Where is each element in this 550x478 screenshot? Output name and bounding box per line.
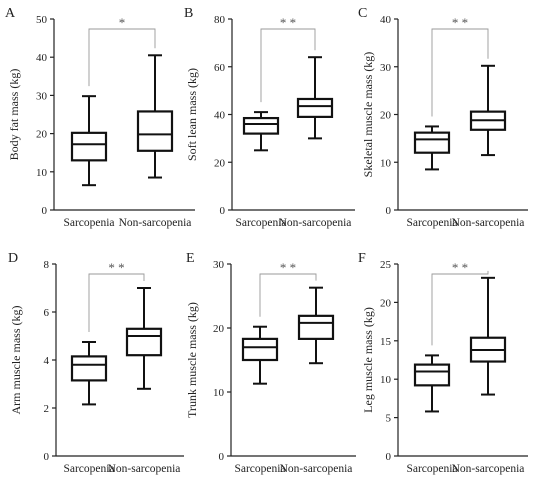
category-label: Non-sarcopenia	[452, 463, 525, 475]
y-tick-label: 0	[386, 205, 392, 217]
category-label: Sarcopenia	[406, 463, 457, 475]
box-sarcopenia	[413, 125, 451, 171]
y-tick-label: 20	[214, 157, 226, 169]
panel-e: E Trunk muscle mass (kg) 0 10 20 30 Sarcopenia…	[185, 251, 356, 475]
box-sarcopenia	[242, 111, 280, 152]
y-tick-label: 8	[44, 259, 50, 271]
y-tick-label: 0	[219, 451, 225, 463]
y-axis-label: Arm muscle mass (kg)	[9, 306, 23, 415]
box-sarcopenia	[70, 341, 108, 406]
y-tick-label: 30	[213, 259, 225, 271]
category-label: Sarcopenia	[406, 217, 457, 229]
y-tick-label: 6	[44, 307, 50, 319]
box-sarcopenia	[413, 354, 451, 413]
y-axis-label: Body fat mass (kg)	[7, 69, 21, 161]
panel-letter: E	[186, 251, 195, 266]
y-tick-label: 5	[386, 413, 392, 425]
panel-letter: D	[8, 251, 18, 266]
box-non-sarcopenia	[469, 276, 507, 396]
y-tick-label: 20	[380, 297, 392, 309]
significance-marker: * *	[108, 260, 124, 275]
y-tick-label: 40	[380, 14, 392, 26]
significance-bracket	[431, 28, 489, 117]
y-tick-label: 0	[386, 451, 392, 463]
panel-c: C Skeletal muscle mass (kg) 0 10 20 30 40 Sarco…	[358, 6, 528, 229]
y-tick-label: 40	[36, 52, 48, 64]
y-tick-label: 20	[380, 110, 392, 122]
y-tick-label: 20	[213, 323, 225, 335]
y-axis-label: Trunk muscle mass (kg)	[185, 302, 199, 418]
iqr-box	[296, 97, 334, 118]
significance-marker: * *	[452, 15, 468, 30]
y-tick-label: 10	[36, 167, 48, 179]
y-tick-label: 30	[380, 62, 392, 74]
iqr-box	[413, 363, 451, 387]
box-non-sarcopenia	[125, 287, 163, 390]
panel-a: A Body fat mass (kg) 0 10 20 30 40 50 Sarcopenia…	[5, 6, 195, 229]
significance-marker: * *	[280, 260, 296, 275]
iqr-box	[297, 314, 335, 340]
significance-marker: *	[119, 15, 126, 30]
y-tick-label: 0	[42, 205, 48, 217]
box-sarcopenia	[241, 325, 279, 385]
significance-bracket	[431, 270, 489, 346]
significance-bracket	[88, 273, 145, 332]
significance-marker: * *	[452, 260, 468, 275]
y-tick-label: 25	[380, 259, 392, 271]
y-tick-label: 20	[36, 129, 48, 141]
significance-bracket	[260, 28, 316, 103]
category-label: Sarcopenia	[234, 463, 285, 475]
y-axis-label: Soft lean mass (kg)	[185, 68, 199, 161]
panel-letter: F	[358, 251, 366, 266]
panel-b: B Soft lean mass (kg) 0 20 40 60 80 SarcopeniaN…	[184, 6, 355, 229]
y-tick-label: 10	[380, 374, 392, 386]
y-tick-label: 0	[44, 451, 50, 463]
iqr-box	[70, 131, 108, 162]
y-tick-label: 40	[214, 110, 226, 122]
panel-letter: B	[184, 6, 193, 21]
iqr-box	[241, 337, 279, 362]
panel-letter: A	[5, 6, 16, 21]
box-non-sarcopenia	[136, 54, 174, 179]
box-sarcopenia	[70, 95, 108, 187]
category-label: Non-sarcopenia	[119, 217, 192, 229]
category-label: Sarcopenia	[63, 217, 114, 229]
y-tick-label: 80	[214, 14, 226, 26]
panel-letter: C	[358, 6, 367, 21]
significance-bracket	[88, 28, 156, 87]
y-tick-label: 10	[213, 387, 225, 399]
y-tick-label: 15	[380, 336, 392, 348]
y-axis-label: Skeletal muscle mass (kg)	[361, 52, 375, 178]
iqr-box	[70, 355, 108, 382]
iqr-box	[125, 327, 163, 357]
iqr-box	[136, 110, 174, 152]
category-label: Non-sarcopenia	[452, 217, 525, 229]
y-tick-label: 0	[220, 205, 226, 217]
category-label: Sarcopenia	[63, 463, 114, 475]
box-non-sarcopenia	[469, 64, 507, 157]
box-non-sarcopenia	[296, 56, 334, 140]
category-label: Non-sarcopenia	[108, 463, 181, 475]
box-non-sarcopenia	[297, 286, 335, 365]
category-label: Non-sarcopenia	[279, 217, 352, 229]
significance-bracket	[259, 273, 317, 317]
y-tick-label: 60	[214, 62, 226, 74]
category-label: Non-sarcopenia	[280, 463, 353, 475]
y-tick-label: 50	[36, 14, 48, 26]
iqr-box	[242, 116, 280, 135]
iqr-box	[413, 131, 451, 154]
y-tick-label: 10	[380, 157, 392, 169]
y-tick-label: 30	[36, 90, 48, 102]
panel-d: D Arm muscle mass (kg) 0 2 4 6 8 SarcopeniaNon-…	[8, 251, 184, 475]
y-tick-label: 4	[44, 355, 50, 367]
panel-f: F Leg muscle mass (kg) 0 5 10 15 20 25 Sarcopeni…	[358, 251, 528, 475]
significance-marker: * *	[280, 15, 296, 30]
category-label: Sarcopenia	[235, 217, 286, 229]
y-tick-label: 2	[44, 403, 50, 415]
y-axis-label: Leg muscle mass (kg)	[361, 307, 375, 413]
